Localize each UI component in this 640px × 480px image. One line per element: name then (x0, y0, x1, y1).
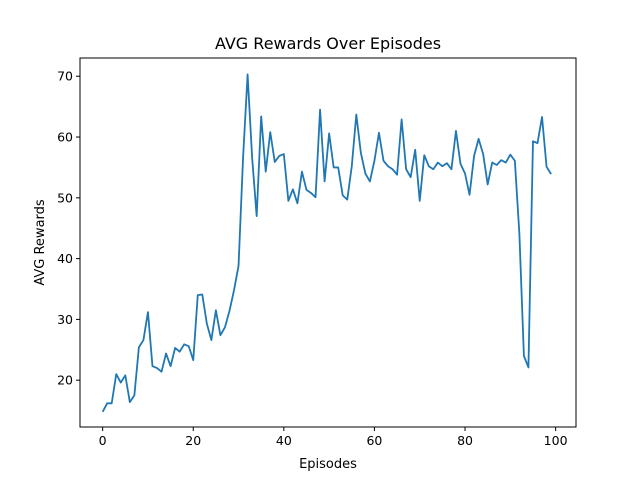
x-tick-label: 0 (99, 433, 107, 448)
x-tick-label: 100 (544, 433, 568, 448)
plot-area-frame (79, 57, 577, 428)
x-axis-label: Episodes (299, 457, 357, 472)
chart-title: AVG Rewards Over Episodes (215, 34, 441, 53)
x-tick-label: 80 (457, 433, 473, 448)
y-tick-label: 40 (57, 251, 73, 266)
x-axis: 0 20 40 60 80 100 (99, 427, 568, 448)
y-tick-label: 20 (57, 373, 73, 388)
y-tick-label: 70 (57, 69, 73, 84)
x-tick-label: 60 (366, 433, 382, 448)
y-tick-label: 50 (57, 190, 73, 205)
series-line (101, 73, 552, 413)
x-tick-label: 40 (276, 433, 292, 448)
y-axis: 20 30 40 50 60 70 (57, 69, 80, 388)
series-layer (101, 73, 552, 413)
x-tick-label: 20 (185, 433, 201, 448)
y-axis-label: AVG Rewards (33, 199, 48, 286)
y-tick-label: 30 (57, 312, 73, 327)
y-tick-label: 60 (57, 130, 73, 145)
